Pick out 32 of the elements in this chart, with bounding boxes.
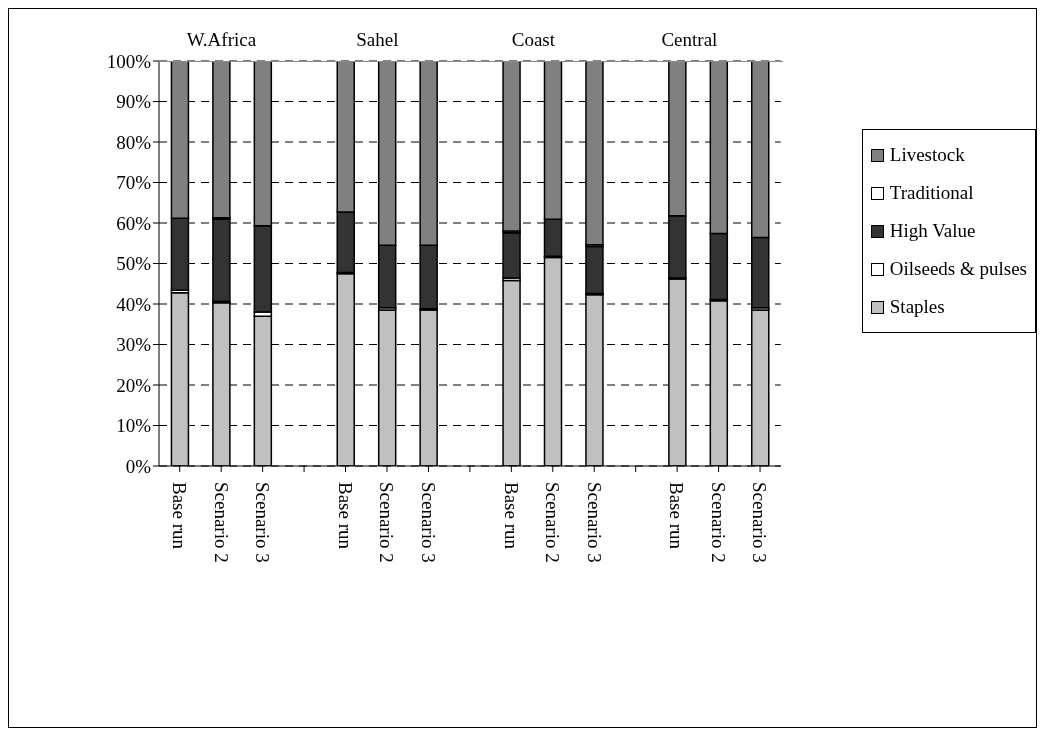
x-tick-label: Base run bbox=[666, 482, 688, 550]
x-tick-label: Scenario 2 bbox=[542, 482, 564, 563]
text: Sahel bbox=[355, 29, 400, 51]
text: Central bbox=[660, 29, 719, 51]
y-tick-label: 80% bbox=[116, 131, 152, 153]
x-tick-label: Scenario 2 bbox=[210, 482, 232, 563]
legend-label: Livestock bbox=[889, 144, 965, 166]
y-tick-label: 100% bbox=[106, 50, 152, 72]
legend-label: Oilseeds & pulses bbox=[889, 258, 1027, 280]
x-tick-label: Base run bbox=[169, 482, 191, 550]
y-tick-label: 40% bbox=[116, 293, 152, 315]
x-tick-label: Base run bbox=[334, 482, 356, 550]
y-tick-label: 20% bbox=[116, 374, 152, 396]
x-tick-label: Scenario 2 bbox=[707, 482, 729, 563]
x-tick-label: Scenario 2 bbox=[376, 482, 398, 563]
y-tick-label: 70% bbox=[116, 172, 152, 194]
y-tick-label: 90% bbox=[116, 91, 152, 113]
x-tick-label: Scenario 3 bbox=[583, 482, 605, 563]
legend-label: Staples bbox=[889, 296, 945, 318]
y-tick-label: 50% bbox=[116, 253, 152, 275]
y-tick-label: 60% bbox=[116, 212, 152, 234]
legend-label: Traditional bbox=[889, 182, 974, 204]
text: Coast bbox=[510, 29, 557, 51]
y-tick-label: 0% bbox=[125, 455, 152, 477]
x-tick-label: Scenario 3 bbox=[417, 482, 439, 563]
y-tick-label: 30% bbox=[116, 334, 152, 356]
x-tick-label: Scenario 3 bbox=[749, 482, 771, 563]
y-tick-label: 10% bbox=[116, 415, 152, 437]
x-tick-label: Scenario 3 bbox=[251, 482, 273, 563]
text: W.Africa bbox=[185, 29, 258, 51]
x-tick-label: Base run bbox=[500, 482, 522, 550]
legend-label: High Value bbox=[889, 220, 976, 242]
